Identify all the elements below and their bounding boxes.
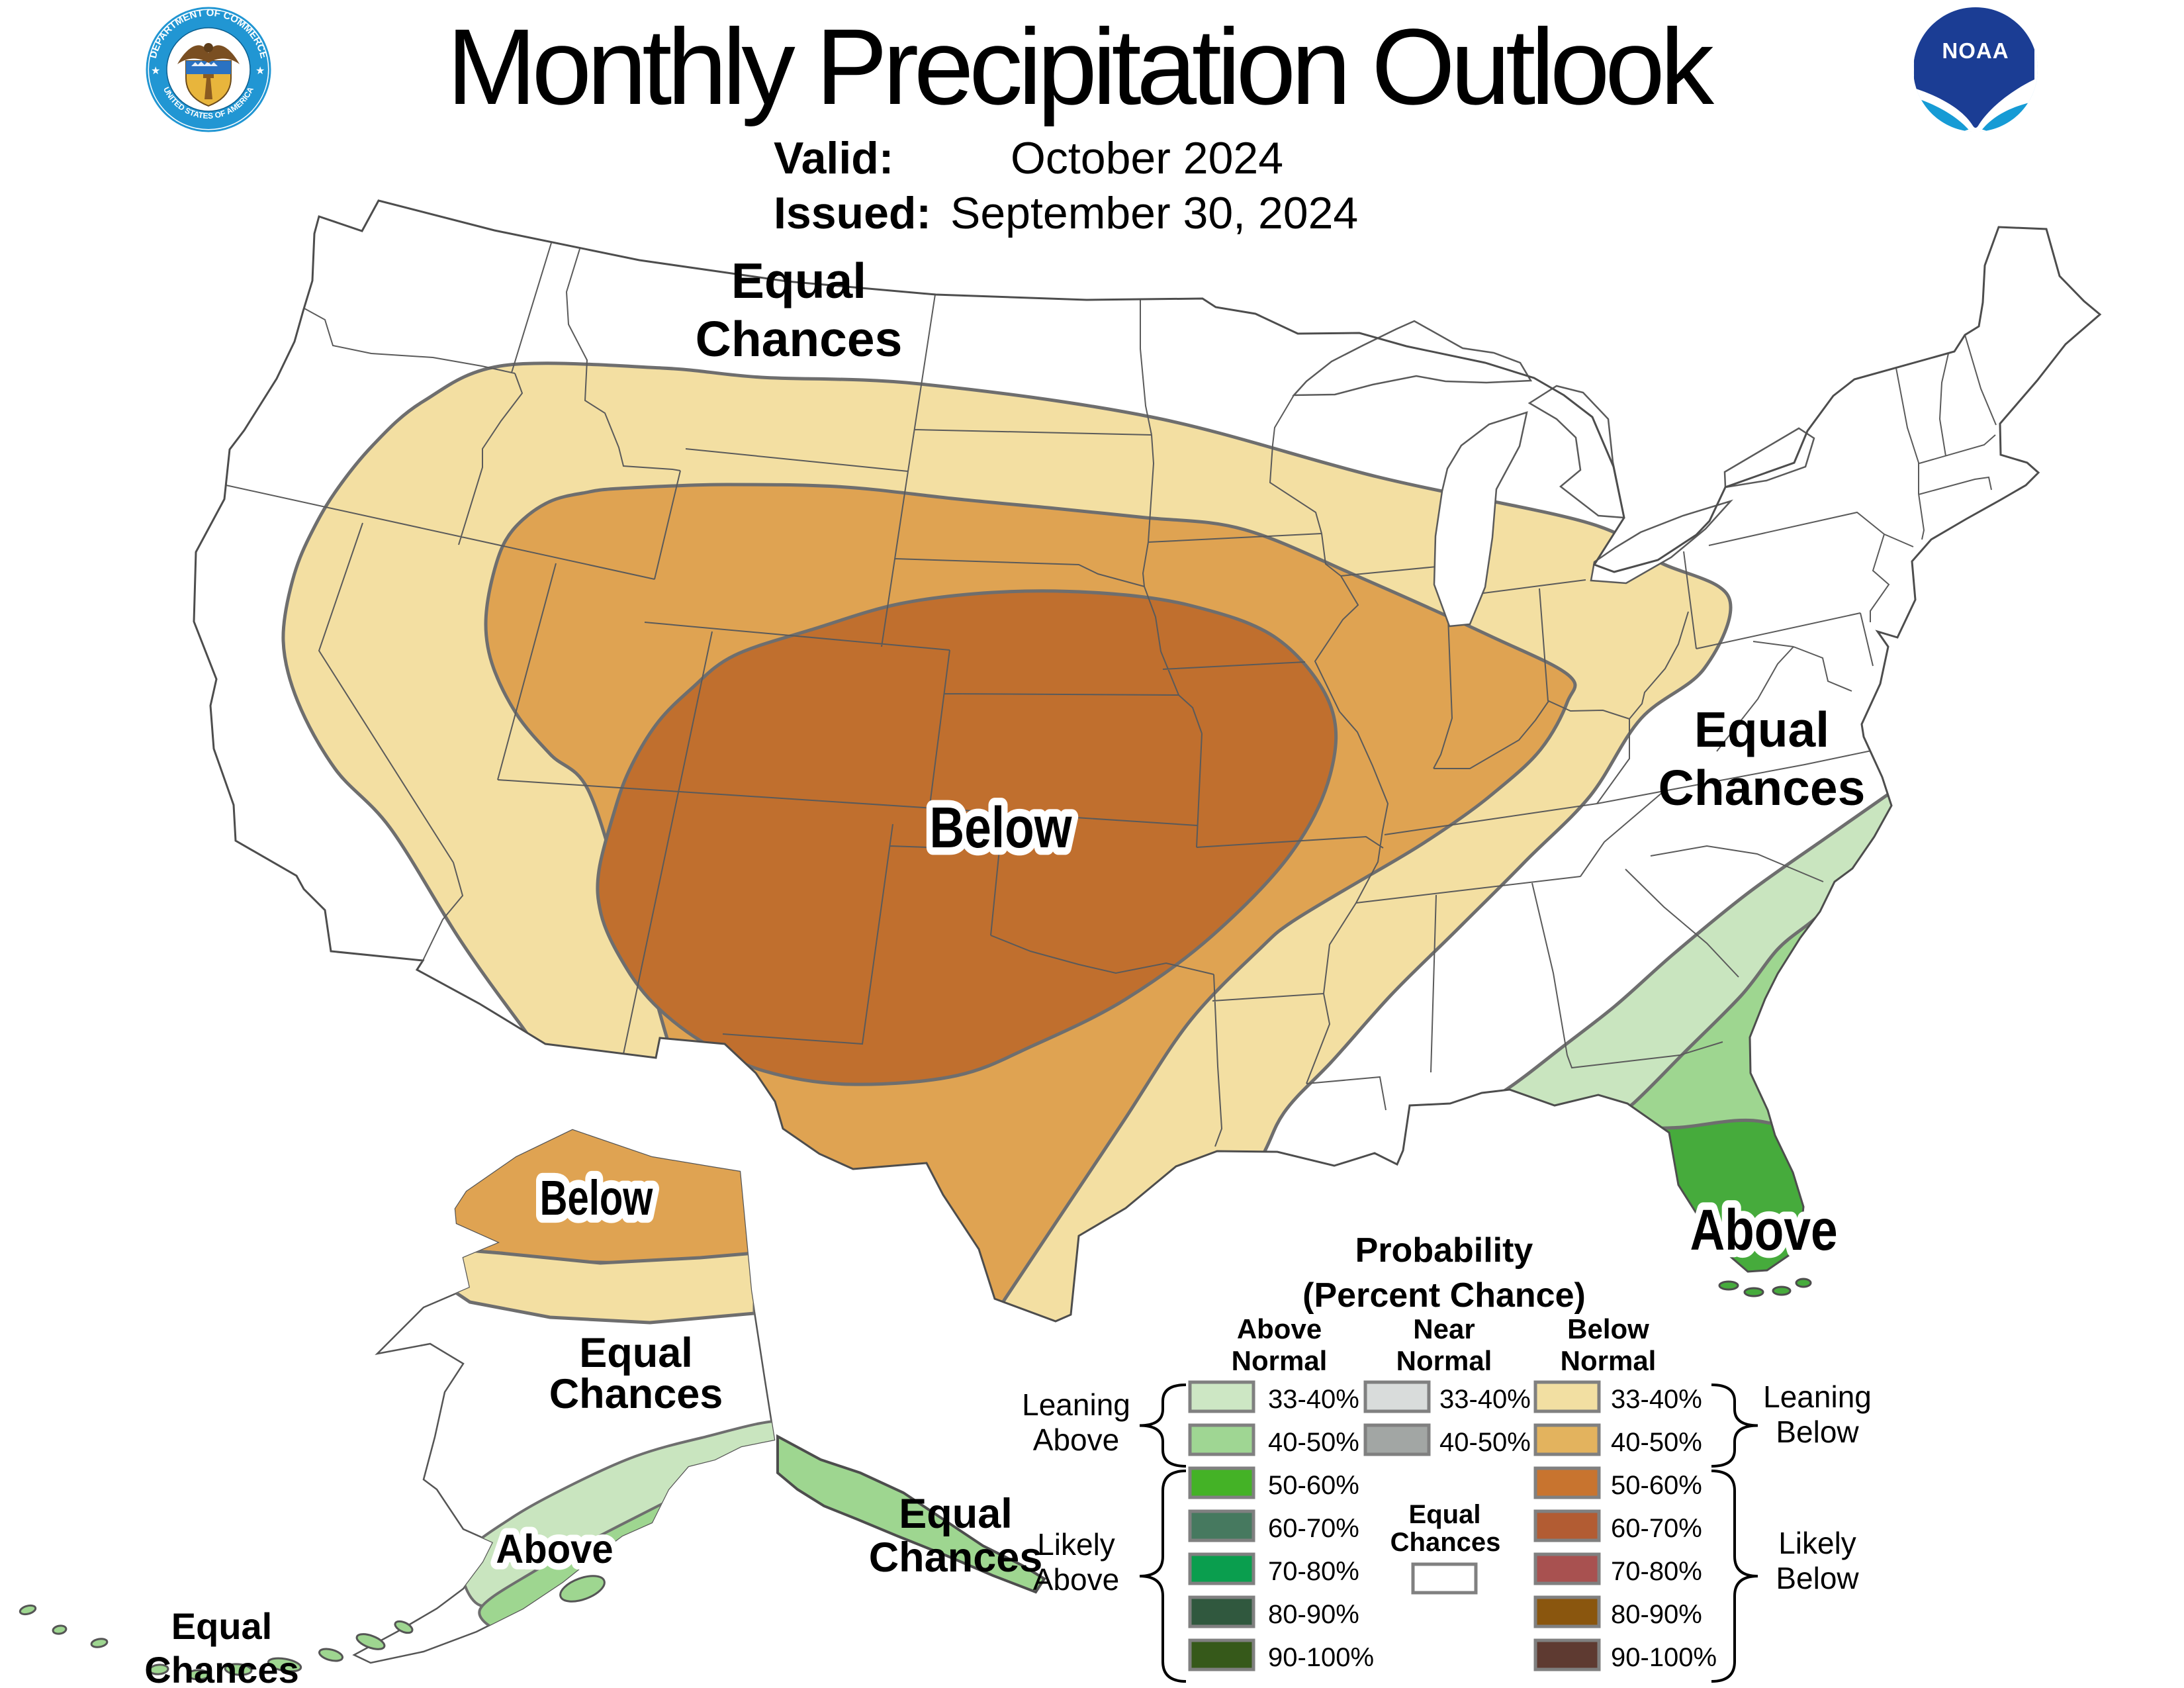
- svg-text:Above: Above: [1033, 1423, 1119, 1457]
- svg-text:Equal: Equal: [171, 1605, 272, 1647]
- svg-text:90-100%: 90-100%: [1611, 1643, 1717, 1672]
- svg-text:Near: Near: [1413, 1313, 1475, 1344]
- svg-text:33-40%: 33-40%: [1439, 1385, 1531, 1414]
- svg-text:Chances: Chances: [549, 1371, 723, 1417]
- svg-text:70-80%: 70-80%: [1611, 1557, 1702, 1586]
- svg-text:90-100%: 90-100%: [1268, 1643, 1374, 1672]
- svg-text:Equal: Equal: [1409, 1500, 1481, 1529]
- svg-text:(Percent Chance): (Percent Chance): [1302, 1276, 1586, 1315]
- svg-text:★: ★: [151, 66, 160, 77]
- svg-text:Chances: Chances: [1659, 760, 1866, 816]
- svg-text:September 30, 2024: September 30, 2024: [950, 188, 1358, 238]
- svg-text:33-40%: 33-40%: [1268, 1385, 1359, 1414]
- svg-text:Normal: Normal: [1396, 1345, 1492, 1376]
- svg-text:Equal: Equal: [1694, 702, 1829, 757]
- svg-text:Below: Below: [1776, 1415, 1859, 1449]
- svg-text:Normal: Normal: [1561, 1345, 1657, 1376]
- svg-text:★: ★: [255, 66, 265, 77]
- svg-text:80-90%: 80-90%: [1611, 1600, 1702, 1629]
- svg-text:Below: Below: [1776, 1561, 1859, 1595]
- svg-text:Leaning: Leaning: [1763, 1380, 1872, 1414]
- svg-text:50-60%: 50-60%: [1268, 1471, 1359, 1500]
- svg-text:Above: Above: [496, 1526, 613, 1572]
- svg-text:50-60%: 50-60%: [1611, 1471, 1702, 1500]
- svg-text:Below: Below: [540, 1171, 653, 1225]
- svg-text:Likely: Likely: [1037, 1527, 1115, 1562]
- svg-text:Equal: Equal: [899, 1491, 1013, 1537]
- svg-text:NOAA: NOAA: [1942, 38, 2009, 63]
- svg-text:Chances: Chances: [696, 311, 903, 367]
- svg-text:70-80%: 70-80%: [1268, 1557, 1359, 1586]
- svg-text:40-50%: 40-50%: [1611, 1428, 1702, 1457]
- svg-text:40-50%: 40-50%: [1439, 1428, 1531, 1457]
- svg-text:October 2024: October 2024: [1011, 133, 1283, 183]
- svg-text:Probability: Probability: [1355, 1231, 1533, 1270]
- svg-text:Leaning: Leaning: [1022, 1387, 1130, 1422]
- svg-text:Issued:: Issued:: [774, 188, 931, 238]
- svg-text:Below: Below: [1567, 1313, 1649, 1344]
- svg-text:Likely: Likely: [1778, 1526, 1856, 1560]
- svg-text:Below: Below: [930, 796, 1072, 861]
- svg-text:Above: Above: [1237, 1313, 1322, 1344]
- svg-text:60-70%: 60-70%: [1268, 1514, 1359, 1543]
- svg-text:40-50%: 40-50%: [1268, 1428, 1359, 1457]
- svg-text:Valid:: Valid:: [774, 133, 893, 183]
- svg-text:Chances: Chances: [144, 1649, 298, 1688]
- svg-text:Normal: Normal: [1232, 1345, 1328, 1376]
- svg-text:60-70%: 60-70%: [1611, 1514, 1702, 1543]
- svg-text:Chances: Chances: [869, 1534, 1043, 1581]
- svg-text:Above: Above: [1033, 1562, 1119, 1597]
- svg-text:Chances: Chances: [1390, 1528, 1501, 1557]
- svg-text:Monthly Precipitation Outlook: Monthly Precipitation Outlook: [447, 6, 1715, 127]
- svg-text:Equal: Equal: [731, 253, 866, 308]
- svg-text:Equal: Equal: [579, 1330, 693, 1376]
- svg-text:33-40%: 33-40%: [1611, 1385, 1702, 1414]
- svg-text:80-90%: 80-90%: [1268, 1600, 1359, 1629]
- svg-text:Above: Above: [1690, 1198, 1837, 1263]
